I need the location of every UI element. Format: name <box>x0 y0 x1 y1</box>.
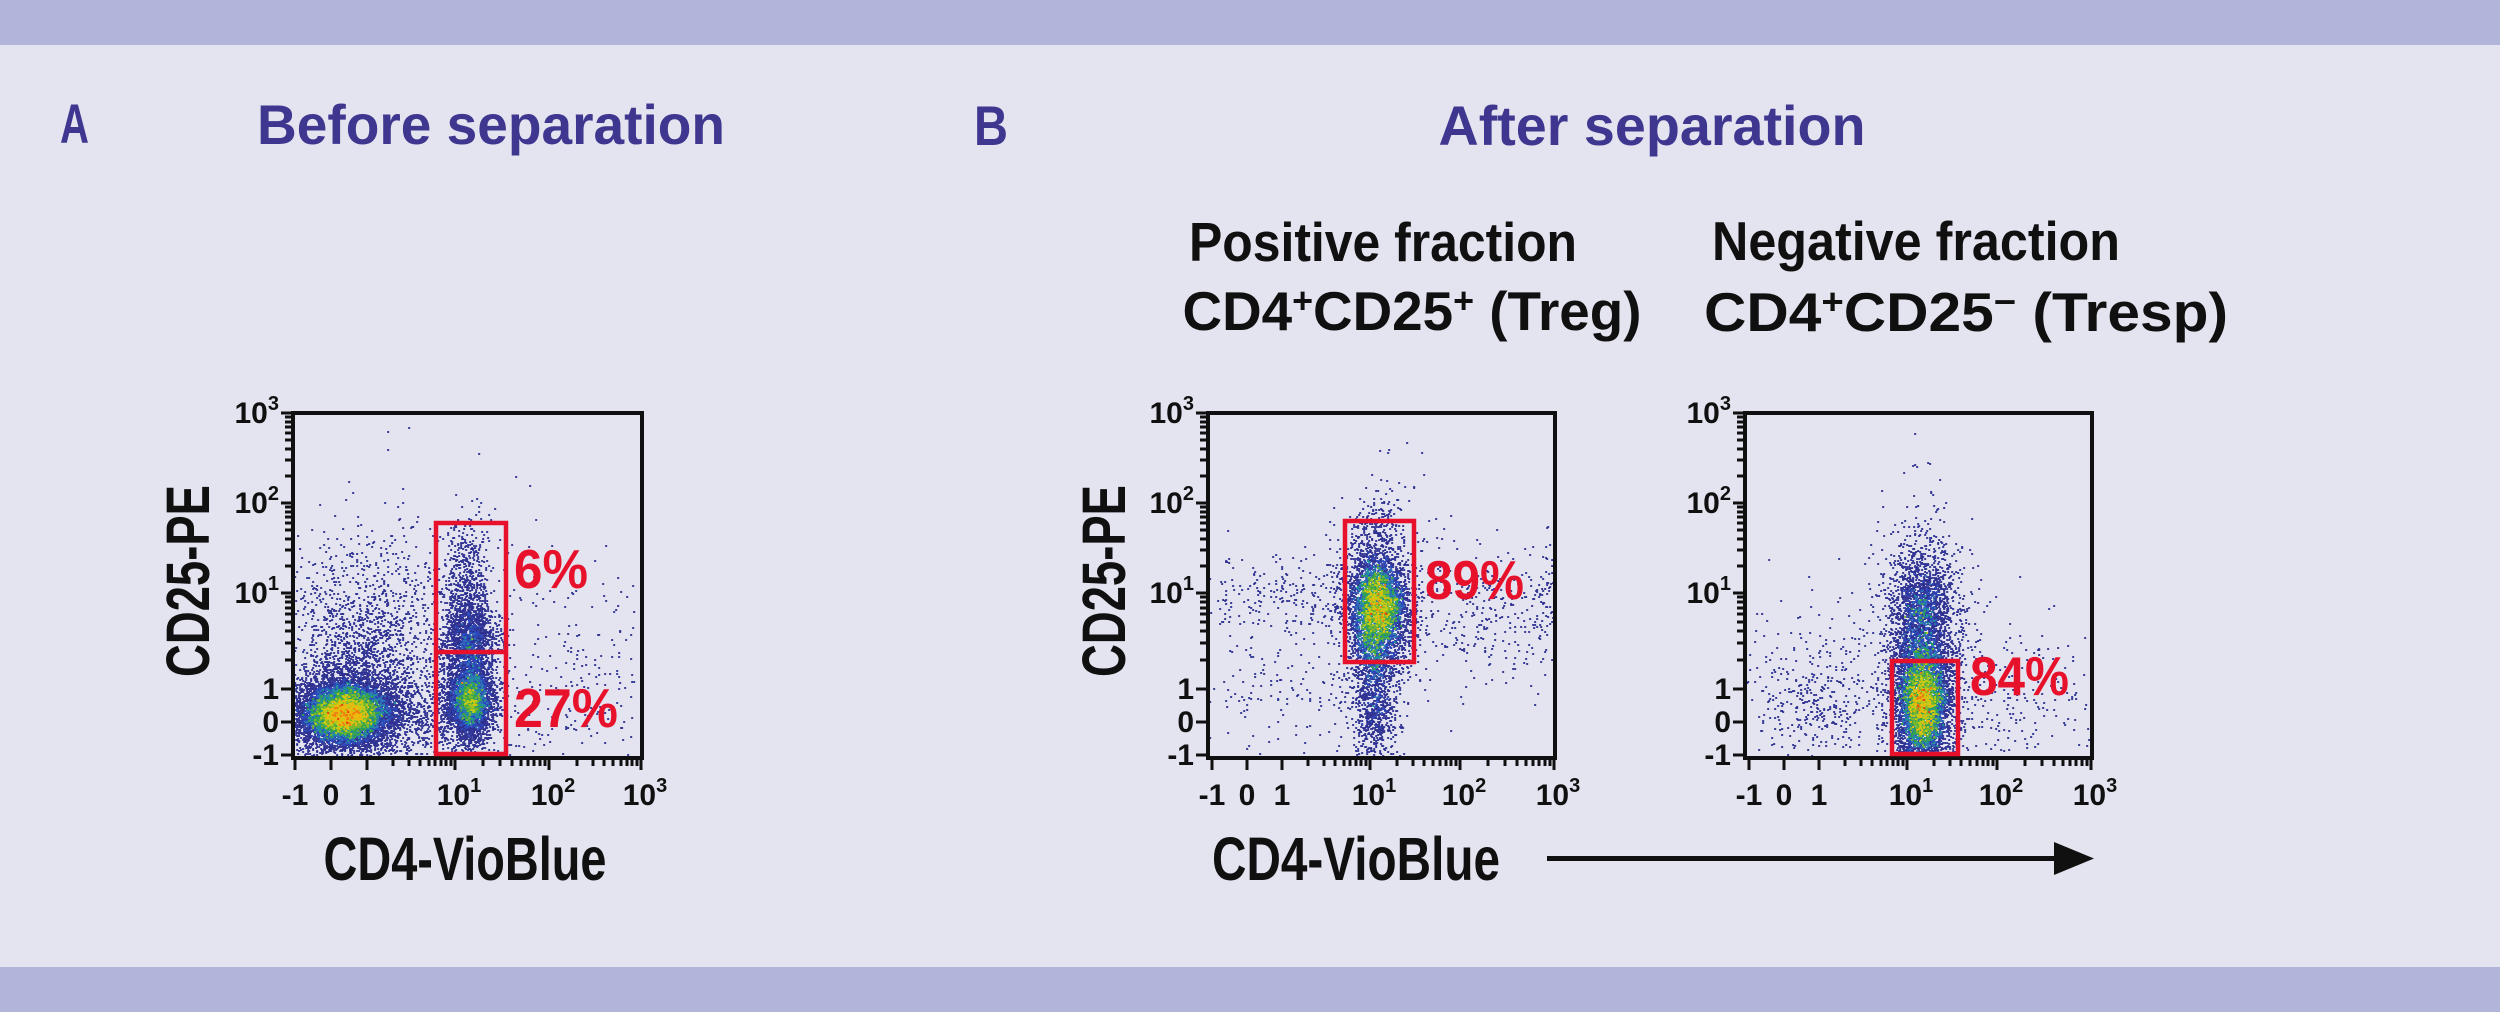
svg-text:0: 0 <box>1714 706 1731 739</box>
svg-text:101: 101 <box>235 573 280 610</box>
svg-text:-1: -1 <box>282 779 309 812</box>
svg-text:1: 1 <box>359 779 376 812</box>
svg-text:A: A <box>60 92 89 155</box>
svg-text:1: 1 <box>1714 673 1731 706</box>
svg-text:89%: 89% <box>1425 549 1524 611</box>
svg-text:-1: -1 <box>1704 739 1731 772</box>
svg-text:CD25-PE: CD25-PE <box>1070 485 1138 677</box>
svg-text:101: 101 <box>437 775 482 812</box>
svg-text:B: B <box>974 94 1008 157</box>
svg-text:1: 1 <box>1811 779 1828 812</box>
svg-text:1: 1 <box>1274 779 1291 812</box>
svg-text:102: 102 <box>1979 775 2024 812</box>
svg-text:After separation: After separation <box>1439 94 1866 157</box>
svg-text:0: 0 <box>323 779 340 812</box>
svg-text:0: 0 <box>1776 779 1793 812</box>
svg-text:-1: -1 <box>1199 779 1226 812</box>
svg-text:CD4-VioBlue: CD4-VioBlue <box>324 825 607 893</box>
svg-text:1: 1 <box>262 673 279 706</box>
svg-text:CD4+CD25+ (Treg): CD4+CD25+ (Treg) <box>1183 280 1642 342</box>
svg-text:Positive fraction: Positive fraction <box>1189 211 1577 273</box>
svg-text:1: 1 <box>1177 673 1194 706</box>
svg-text:CD4+CD25− (Tresp): CD4 +CD25− (Tresp) <box>1704 281 2228 343</box>
svg-text:84%: 84% <box>1970 645 2069 707</box>
svg-text:102: 102 <box>1442 775 1487 812</box>
svg-text:6%: 6% <box>514 538 588 600</box>
svg-text:CD25-PE: CD25-PE <box>154 485 222 677</box>
svg-text:Before separation: Before separation <box>257 93 725 156</box>
svg-text:-1: -1 <box>252 739 279 772</box>
svg-text:27%: 27% <box>514 677 618 739</box>
svg-text:-1: -1 <box>1736 779 1763 812</box>
svg-text:0: 0 <box>262 706 279 739</box>
svg-text:CD4-VioBlue: CD4-VioBlue <box>1212 825 1500 893</box>
svg-text:Negative fraction: Negative fraction <box>1712 210 2120 272</box>
svg-text:0: 0 <box>1177 706 1194 739</box>
svg-text:-1: -1 <box>1167 739 1194 772</box>
svg-text:0: 0 <box>1239 779 1256 812</box>
